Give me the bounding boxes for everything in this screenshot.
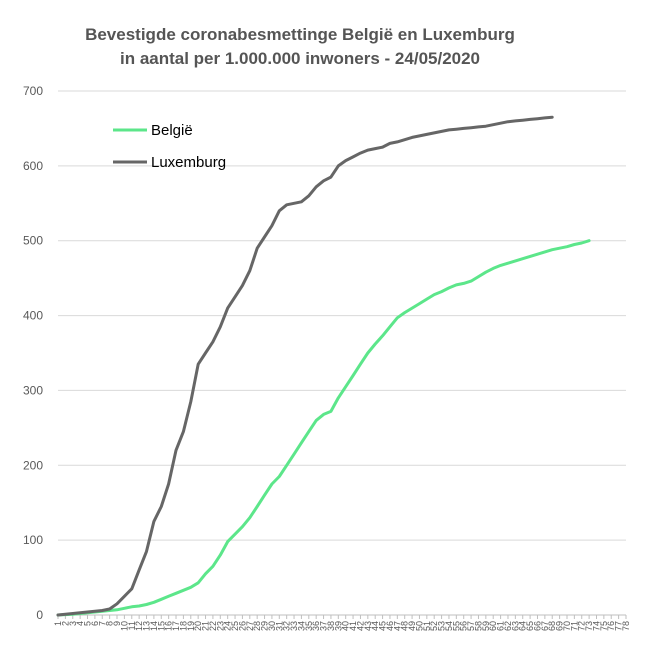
y-tick-label: 700 [23,84,43,98]
x-tick-label: 15 [156,621,166,631]
x-tick-label: 29 [260,621,270,631]
legend-label: Luxemburg [151,154,226,171]
x-tick-label: 74 [591,621,601,631]
x-tick-label: 54 [444,621,454,631]
x-tick-label: 39 [333,621,343,631]
x-tick-label: 3 [68,621,78,626]
x-tick-label: 20 [193,621,203,631]
x-tick-label: 14 [149,621,159,631]
x-tick-label: 62 [503,621,513,631]
y-tick-label: 100 [23,533,43,547]
x-tick-label: 64 [518,621,528,631]
x-tick-label: 68 [547,621,557,631]
x-tick-label: 17 [171,621,181,631]
x-tick-label: 6 [90,621,100,626]
x-tick-label: 51 [422,621,432,631]
x-tick-label: 1 [53,621,63,626]
y-tick-label: 300 [23,383,43,397]
x-tick-label: 40 [341,621,351,631]
x-tick-label: 13 [142,621,152,631]
x-tick-label: 4 [75,621,85,626]
y-tick-label: 500 [23,234,43,248]
y-tick-label: 400 [23,309,43,323]
x-tick-label: 5 [83,621,93,626]
x-tick-label: 2 [60,621,70,626]
x-tick-label: 70 [562,621,572,631]
x-tick-label: 63 [510,621,520,631]
x-tick-label: 60 [488,621,498,631]
x-tick-label: 48 [400,621,410,631]
x-tick-label: 10 [119,621,129,631]
x-tick-label: 58 [473,621,483,631]
x-tick-label: 66 [532,621,542,631]
x-tick-label: 53 [437,621,447,631]
x-tick-label: 45 [378,621,388,631]
x-tick-label: 41 [348,621,358,631]
x-tick-label: 21 [201,621,211,631]
x-tick-label: 78 [621,621,631,631]
y-tick-label: 0 [36,608,43,622]
x-tick-label: 43 [363,621,373,631]
x-tick-label: 18 [178,621,188,631]
x-tick-label: 36 [311,621,321,631]
x-tick-label: 55 [451,621,461,631]
x-tick-label: 72 [577,621,587,631]
x-tick-label: 19 [186,621,196,631]
y-tick-label: 600 [23,159,43,173]
x-tick-label: 27 [245,621,255,631]
chart-title-line-1: Bevestigde coronabesmettinge België en L… [85,25,515,44]
x-tick-label: 30 [267,621,277,631]
x-tick-label: 12 [134,621,144,631]
x-tick-label: 7 [97,621,107,626]
x-tick-label: 22 [208,621,218,631]
x-tick-label: 46 [385,621,395,631]
x-tick-label: 26 [237,621,247,631]
x-tick-label: 71 [569,621,579,631]
x-tick-label: 76 [606,621,616,631]
series-line-luxemburg [56,115,554,617]
x-tick-label: 65 [525,621,535,631]
x-tick-label: 44 [370,621,380,631]
x-tick-label: 24 [223,621,233,631]
x-tick-label: 57 [466,621,476,631]
x-tick-label: 8 [105,621,115,626]
x-tick-label: 49 [407,621,417,631]
x-tick-label: 69 [555,621,565,631]
x-tick-label: 50 [414,621,424,631]
x-tick-label: 59 [481,621,491,631]
x-tick-label: 42 [355,621,365,631]
x-tick-label: 33 [289,621,299,631]
x-tick-label: 11 [127,621,137,630]
series-line-belgie [56,239,591,617]
x-tick-label: 31 [274,621,284,631]
x-tick-label: 77 [614,621,624,631]
x-tick-label: 38 [326,621,336,631]
x-tick-label: 67 [540,621,550,631]
x-tick-label: 9 [112,621,122,626]
x-tick-label: 34 [296,621,306,631]
x-tick-label: 23 [215,621,225,631]
chart-title-line-2: in aantal per 1.000.000 inwoners - 24/05… [119,49,481,68]
x-tick-label: 16 [164,621,174,631]
x-tick-label: 73 [584,621,594,631]
x-tick-label: 37 [319,621,329,631]
x-tick-label: 75 [599,621,609,631]
x-tick-label: 47 [392,621,402,631]
x-tick-label: 28 [252,621,262,631]
x-tick-label: 61 [496,621,506,631]
x-tick-label: 35 [304,621,314,631]
x-tick-label: 56 [459,621,469,631]
x-tick-label: 32 [282,621,292,631]
x-tick-label: 52 [429,621,439,631]
x-tick-label: 25 [230,621,240,631]
y-tick-label: 200 [23,458,43,472]
legend-label: België [151,122,193,139]
